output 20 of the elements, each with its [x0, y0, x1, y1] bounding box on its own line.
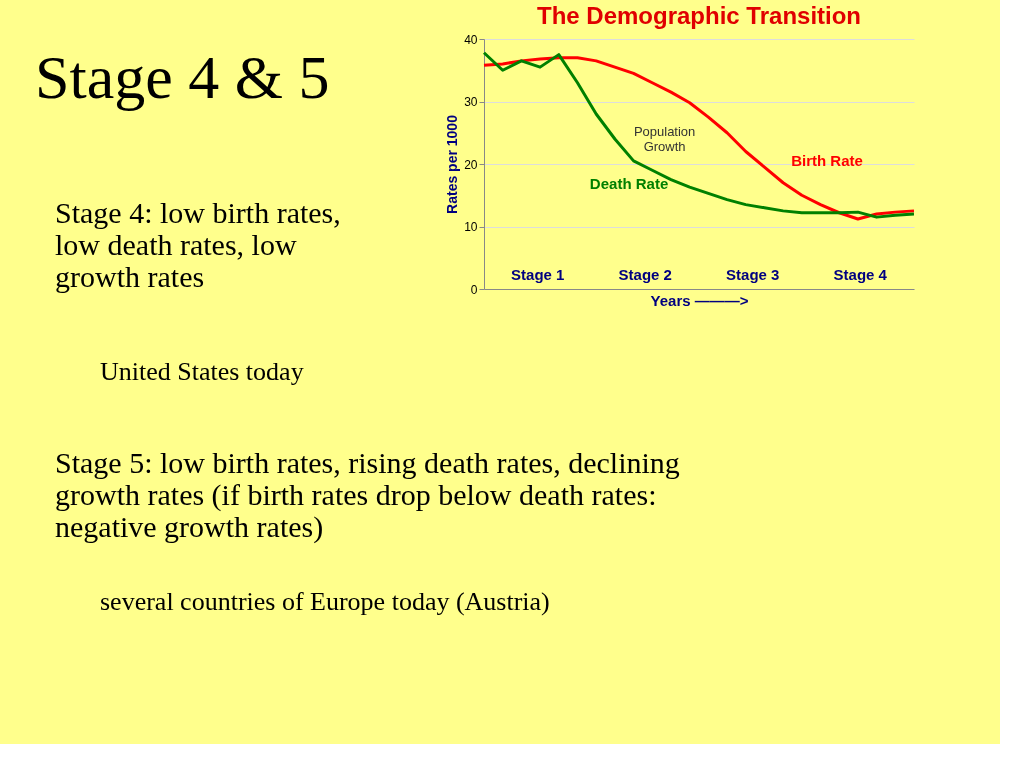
y-tick-label: 30	[464, 95, 478, 109]
annotation: Stage 1	[511, 266, 565, 283]
y-axis-title: Rates per 1000	[444, 114, 461, 214]
text: Stage 5: low birth rates, rising death rates, declining growth rates (if birth rates drop below death rates: negative growth rates)	[55, 446, 680, 544]
annotation: Population Growth	[633, 123, 696, 154]
annotation: Stage 3	[726, 266, 780, 283]
text: Stage 4 & 5	[35, 43, 330, 111]
y-tick-label: 20	[464, 157, 478, 172]
annotation: Stage 2	[618, 266, 672, 283]
series-label: Death Rate	[589, 175, 669, 192]
x-axis-title: Years ———>	[650, 291, 749, 309]
text: several countries of Europe today (Austria)	[100, 587, 550, 616]
y-tick-label: 0	[470, 282, 478, 297]
chart-title: The Demographic Transition	[536, 2, 862, 29]
text: Stage 4: low birth rates, low death rates, low growth rates	[55, 196, 341, 293]
text: United States today	[100, 357, 304, 386]
annotation: Stage 4	[833, 266, 888, 283]
series-label: Birth Rate	[791, 151, 863, 169]
y-tick-label: 10	[464, 220, 478, 234]
y-tick-label: 40	[464, 32, 478, 47]
